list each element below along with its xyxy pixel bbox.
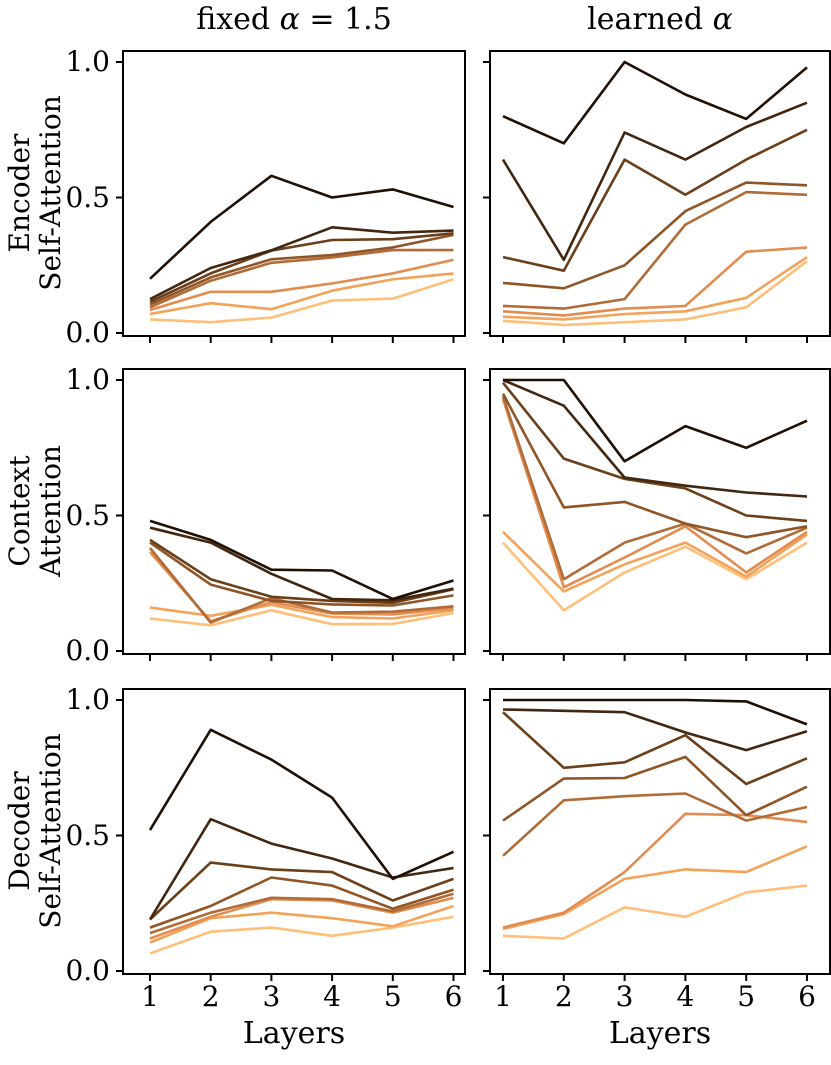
plot-canvas (116, 368, 466, 661)
data-line-shade-3 (502, 711, 808, 786)
y-tick-label: 0.0 (65, 954, 110, 987)
data-line-shade-2 (501, 101, 808, 262)
row-label-line: Decoder (3, 771, 36, 891)
data-line-shade-1-darkest (503, 378, 808, 463)
data-line-shade-6 (149, 258, 454, 312)
data-line-shade-3 (149, 861, 454, 921)
alpha-symbol: α (279, 2, 300, 37)
data-line-shade-5 (148, 547, 454, 624)
data-line-shade-5 (501, 395, 808, 581)
subplot-decoder-learned-alpha (483, 688, 831, 981)
data-line-shade-6 (501, 398, 808, 589)
title-text: = 1.5 (299, 2, 392, 37)
data-line-shade-1-darkest (503, 698, 808, 726)
data-line-shade-5 (502, 190, 808, 310)
x-axis-label-layers-right: Layers (608, 1016, 712, 1051)
y-tick-label: 0.0 (65, 634, 110, 667)
alpha-symbol: α (712, 2, 733, 37)
data-line-shade-3 (501, 381, 808, 523)
subplot-decoder-fixed-alpha (116, 688, 466, 981)
data-line-shade-8-lightest (149, 609, 454, 627)
plot-canvas (116, 688, 466, 981)
y-tick-label: 1.0 (65, 683, 110, 716)
x-tick-label: 1 (141, 980, 159, 1013)
subplot-encoder-learned-alpha (483, 50, 831, 343)
subplot-context-fixed-alpha (116, 368, 466, 661)
x-tick-label: 3 (615, 980, 634, 1013)
x-tick-label: 5 (383, 980, 402, 1013)
data-line-shade-7 (149, 603, 454, 620)
y-tick-label: 0.5 (65, 180, 110, 214)
data-line-shade-6 (149, 896, 454, 940)
plot-canvas (483, 50, 831, 343)
data-line-shade-8-lightest (149, 915, 454, 955)
data-line-shade-7 (502, 256, 808, 321)
data-line-shade-4 (502, 755, 808, 822)
x-tick-label: 5 (737, 980, 756, 1013)
y-tick-label: 0.5 (65, 498, 110, 532)
data-line-shade-2 (502, 708, 808, 752)
data-line-shade-3 (149, 538, 454, 605)
data-line-shade-2 (149, 526, 454, 602)
x-tick-label: 6 (798, 980, 816, 1013)
data-line-shade-2 (149, 226, 454, 301)
plot-canvas (483, 368, 831, 661)
y-tick-label: 0.0 (65, 316, 110, 349)
data-line-shade-1-darkest (149, 174, 454, 280)
title-text: fixed (196, 2, 280, 37)
data-line-shade-3 (502, 128, 808, 272)
data-line-shade-8-lightest (502, 884, 808, 940)
plot-canvas (116, 50, 466, 343)
data-line-shade-2 (502, 378, 808, 498)
data-line-shade-4 (501, 392, 808, 539)
data-line-shade-8-lightest (502, 541, 808, 612)
data-line-shade-2 (148, 817, 454, 921)
data-line-shade-1-darkest (148, 728, 455, 881)
data-line-shade-5 (149, 892, 454, 935)
x-tick-label: 1 (494, 980, 512, 1013)
data-line-shade-7 (502, 530, 808, 593)
x-tick-label: 4 (323, 980, 341, 1013)
data-line-shade-8-lightest (502, 260, 808, 327)
data-line-shade-1-darkest (149, 519, 454, 601)
x-tick-label: 3 (262, 980, 281, 1013)
x-tick-label: 2 (201, 980, 220, 1013)
y-tick-label: 1.0 (65, 45, 110, 78)
data-line-shade-7 (502, 845, 808, 931)
y-tick-label: 0.5 (65, 818, 110, 852)
plot-canvas (483, 688, 831, 981)
row-label-line: Encoder (3, 133, 36, 253)
y-tick-label: 1.0 (65, 363, 110, 396)
data-line-shade-6 (502, 812, 808, 929)
data-line-shade-4 (149, 541, 454, 607)
subplot-encoder-fixed-alpha (116, 50, 466, 343)
data-line-shade-4 (149, 876, 454, 929)
x-tick-label: 4 (676, 980, 695, 1013)
data-line-shade-5 (502, 792, 808, 857)
x-tick-label: 6 (444, 980, 463, 1013)
data-line-shade-7 (149, 904, 454, 944)
title-text: learned (587, 2, 713, 37)
x-axis-label-layers-left: Layers (242, 1016, 346, 1051)
data-line-shade-5 (149, 248, 454, 309)
axes-frame (489, 688, 831, 975)
row-label-line: Context (3, 455, 36, 567)
data-line-shade-4 (149, 233, 454, 306)
data-line-shade-6 (502, 246, 808, 317)
x-tick-label: 2 (554, 980, 573, 1013)
data-line-shade-3 (149, 232, 454, 303)
data-line-shade-1-darkest (502, 60, 808, 145)
data-line-shade-8-lightest (149, 278, 454, 324)
data-line-shade-7 (149, 272, 454, 316)
subplot-context-learned-alpha (483, 368, 831, 661)
data-line-shade-4 (502, 181, 808, 290)
axes-frame (489, 368, 831, 655)
column-title-fixed-alpha: fixed α = 1.5 (122, 2, 466, 42)
column-title-learned-alpha: learned α (489, 2, 831, 42)
